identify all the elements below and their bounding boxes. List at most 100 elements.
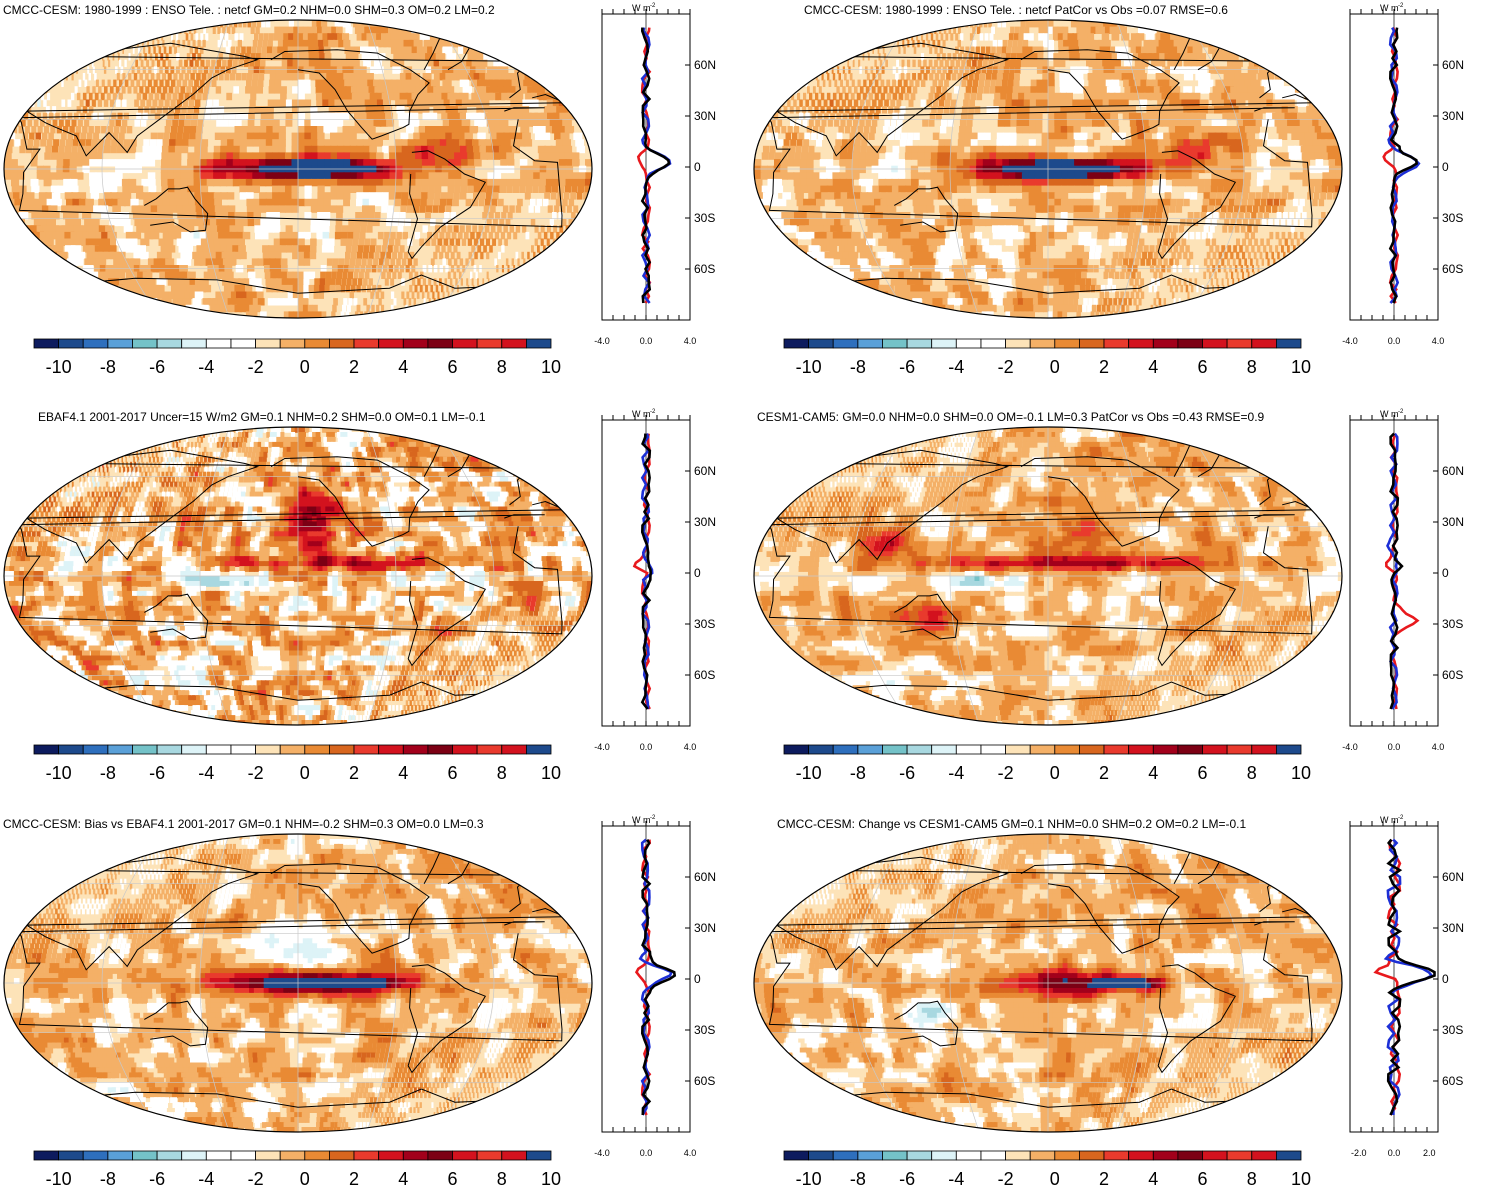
colorbar-tick-label: 8 bbox=[497, 1169, 507, 1187]
lat-tick-label: 30S bbox=[694, 617, 715, 631]
panel-title: CMCC-CESM: Change vs CESM1-CAM5 GM=0.1 N… bbox=[777, 817, 1246, 831]
colorbar-swatch bbox=[33, 1150, 60, 1161]
colorbar-tick-label: -8 bbox=[100, 357, 116, 377]
colorbar-swatch bbox=[427, 1150, 453, 1161]
unit-exponent: -2 bbox=[650, 3, 656, 9]
colorbar-tick-label: -2 bbox=[248, 1169, 264, 1187]
lat-tick-label: 60N bbox=[694, 58, 716, 72]
zonal-mean-profile: W m -2 60N 30N 0 30S 60S -4.0 0.0 4.0 bbox=[594, 409, 716, 752]
lat-tick-label: 60N bbox=[694, 464, 716, 478]
colorbar-tick-label: -8 bbox=[850, 1169, 866, 1187]
lat-tick-label: 30N bbox=[694, 515, 716, 529]
colorbar-swatch bbox=[525, 744, 552, 755]
colorbar-swatch bbox=[378, 1150, 404, 1161]
colorbar-swatch bbox=[452, 744, 478, 755]
panel-title: CMCC-CESM: 1980-1999 : ENSO Tele. : netc… bbox=[804, 3, 1228, 17]
colorbar-swatch bbox=[783, 1150, 810, 1161]
colorbar-swatch bbox=[808, 1150, 834, 1161]
colorbar-tick-label: -6 bbox=[149, 763, 165, 783]
panel-title: EBAF4.1 2001-2017 Uncer=15 W/m2 GM=0.1 N… bbox=[38, 410, 486, 424]
colorbar-swatch bbox=[1054, 338, 1080, 349]
colorbar-swatch bbox=[1078, 744, 1105, 755]
colorbar-tick-label: 2 bbox=[349, 763, 359, 783]
colorbar-tick-label: -6 bbox=[899, 1169, 915, 1187]
colorbar-swatch bbox=[501, 744, 527, 755]
colorbar-tick-label: 4 bbox=[398, 763, 408, 783]
colorbar-swatch bbox=[1054, 744, 1080, 755]
colorbar-swatch bbox=[328, 338, 355, 349]
red-profile-line bbox=[632, 433, 652, 710]
red-profile-line bbox=[1382, 27, 1400, 304]
colorbar-swatch bbox=[1251, 338, 1277, 349]
colorbar-tick-label: -6 bbox=[899, 357, 915, 377]
colorbar-tick-label: 8 bbox=[1247, 1169, 1257, 1187]
unit-exponent: -2 bbox=[1398, 409, 1404, 415]
colorbar-tick-label: 8 bbox=[1247, 763, 1257, 783]
colorbar-swatch bbox=[1128, 1150, 1154, 1161]
profile-x-tick-label: 0.0 bbox=[640, 1148, 653, 1158]
colorbar-tick-label: -8 bbox=[850, 763, 866, 783]
lat-tick-label: 60S bbox=[694, 262, 715, 276]
colorbar-swatch bbox=[1029, 1150, 1056, 1161]
profile-x-tick-label: 4.0 bbox=[684, 1148, 697, 1158]
unit-exponent: -2 bbox=[650, 409, 656, 415]
colorbar-swatch bbox=[353, 1150, 380, 1161]
colorbar-swatch bbox=[857, 1150, 883, 1161]
colorbar-tick-label: -4 bbox=[198, 763, 214, 783]
colorbar-swatch bbox=[1202, 1150, 1228, 1161]
colorbar-tick-label: 8 bbox=[497, 763, 507, 783]
colorbar-tick-label: 6 bbox=[1197, 357, 1207, 377]
colorbar-swatch bbox=[1202, 338, 1228, 349]
lat-tick-label: 30N bbox=[694, 109, 716, 123]
colorbar-swatch bbox=[1103, 1150, 1130, 1161]
colorbar-tick-label: 0 bbox=[300, 763, 310, 783]
colorbar-swatch bbox=[525, 1150, 552, 1161]
colorbar-swatch bbox=[58, 1150, 84, 1161]
colorbar-swatch bbox=[402, 1150, 429, 1161]
colorbar-swatch bbox=[1226, 338, 1253, 349]
profile-x-tick-label: 2.0 bbox=[1423, 1148, 1436, 1158]
zonal-mean-profile: W m -2 60N 30N 0 30S 60S -2.0 0.0 2.0 bbox=[1349, 815, 1464, 1158]
blue-profile-line bbox=[638, 838, 674, 1116]
colorbar-swatch bbox=[279, 744, 306, 755]
lat-tick-label: 60S bbox=[1442, 668, 1463, 682]
colorbar-swatch bbox=[1128, 744, 1154, 755]
colorbar-swatch bbox=[402, 338, 429, 349]
profile-x-tick-label: -4.0 bbox=[594, 742, 610, 752]
colorbar-swatch bbox=[1103, 744, 1130, 755]
lat-tick-label: 0 bbox=[694, 566, 701, 580]
lat-tick-label: 0 bbox=[1442, 566, 1449, 580]
colorbar-tick-label: 4 bbox=[398, 1169, 408, 1187]
colorbar-swatch bbox=[1177, 1150, 1203, 1161]
colorbar-swatch bbox=[808, 744, 834, 755]
colorbar-swatch bbox=[1226, 1150, 1253, 1161]
colorbar-swatch bbox=[132, 1150, 158, 1161]
zonal-mean-profile: W m -2 60N 30N 0 30S 60S -4.0 0.0 4.0 bbox=[594, 815, 716, 1158]
colorbar-tick-label: -4 bbox=[198, 1169, 214, 1187]
colorbar-tick-label: -10 bbox=[796, 1169, 822, 1187]
colorbar-swatch bbox=[255, 1150, 281, 1161]
colorbar-tick-label: -2 bbox=[998, 1169, 1014, 1187]
colorbar-tick-label: -10 bbox=[796, 357, 822, 377]
colorbar-swatch bbox=[156, 338, 183, 349]
colorbar-tick-label: 4 bbox=[1148, 357, 1158, 377]
colorbar-tick-label: 4 bbox=[1148, 1169, 1158, 1187]
colorbar-swatch bbox=[501, 1150, 527, 1161]
lat-tick-label: 60N bbox=[1442, 464, 1464, 478]
profile-x-tick-label: 4.0 bbox=[684, 742, 697, 752]
colorbar-swatch bbox=[1005, 744, 1031, 755]
colorbar-tick-label: 8 bbox=[497, 357, 507, 377]
unit-label: W m bbox=[632, 815, 651, 825]
colorbar-swatch bbox=[1275, 744, 1302, 755]
colorbar-tick-label: -10 bbox=[46, 357, 72, 377]
unit-exponent: -2 bbox=[650, 815, 656, 821]
colorbar-swatch bbox=[156, 744, 183, 755]
colorbar-tick-label: -2 bbox=[998, 357, 1014, 377]
colorbar-tick-label: 2 bbox=[349, 357, 359, 377]
lat-tick-label: 60S bbox=[694, 668, 715, 682]
profile-x-tick-label: 4.0 bbox=[1432, 336, 1445, 346]
colorbar-tick-label: -4 bbox=[948, 1169, 964, 1187]
colorbar-tick-label: 4 bbox=[398, 357, 408, 377]
profile-x-tick-label: 0.0 bbox=[640, 336, 653, 346]
black-profile-line bbox=[1389, 432, 1404, 710]
